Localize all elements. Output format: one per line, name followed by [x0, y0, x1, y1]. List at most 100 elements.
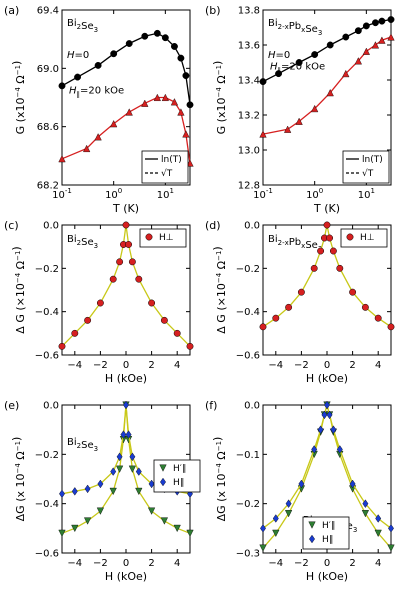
data-point [388, 524, 394, 533]
panel-label: (b) [205, 4, 221, 17]
data-point [123, 400, 129, 410]
y-tick-label: 13.8 [238, 6, 260, 17]
x-axis-label: H (kOe) [306, 372, 348, 385]
data-point [311, 445, 318, 454]
panel-5: −4 −2 0 2 4 −0.6 −0.4 −0.2 0.0 H (kOe) ΔG (x 10−4 … [4, 399, 201, 583]
data-point [59, 489, 65, 499]
data-point [272, 529, 280, 538]
data-point [84, 484, 91, 494]
data-point [336, 445, 343, 454]
plot-frame [61, 9, 191, 186]
legend-label: H∥ [173, 478, 184, 488]
y-tick-label: −0.2 [236, 264, 260, 275]
y-tick-label: 69.0 [37, 64, 59, 75]
x-tick-label: 2 [349, 558, 355, 569]
data-point [170, 98, 179, 106]
legend-label: H′∥ [322, 521, 335, 531]
x-tick-label: −2 [294, 360, 309, 371]
data-point [324, 400, 330, 410]
data-point [148, 479, 155, 489]
y-tick-label: 0.0 [244, 221, 260, 232]
panel-4: −4 −2 0 2 4 −0.6 −0.4 −0.2 0.0 H (kOe) Δ G (×10−4 … [205, 219, 395, 385]
data-point [141, 99, 149, 107]
material-label: Bi2Se3 [67, 437, 98, 453]
x-tick-label: −4 [268, 558, 283, 569]
y-axis-label: ΔG (x 10−4 Ω−1) [211, 437, 228, 522]
data-point [161, 93, 169, 102]
x-tick-label: 2 [148, 360, 154, 371]
y-tick-label: 13.4 [238, 76, 260, 87]
data-point [129, 452, 136, 462]
data-point [311, 51, 319, 58]
legend-marker [145, 233, 153, 241]
x-tick-label: 0 [324, 360, 330, 371]
data-point [83, 517, 92, 525]
data-point [374, 314, 382, 322]
data-point [182, 130, 190, 138]
data-point [375, 514, 382, 523]
data-point [96, 299, 104, 307]
data-point [58, 529, 66, 538]
x-axis-label: T (K) [313, 202, 340, 215]
x-tick-label: 2 [349, 360, 355, 371]
data-point [153, 29, 161, 37]
data-point [387, 323, 395, 331]
data-point [110, 50, 118, 58]
data-point [122, 221, 130, 229]
legend-marker [309, 534, 315, 544]
data-point [362, 47, 370, 55]
data-point [109, 275, 117, 283]
x-tick-label: −4 [268, 360, 283, 371]
legend-label: √T [362, 168, 374, 179]
data-point [125, 430, 132, 439]
series-name-label: H=0 [67, 50, 89, 61]
data-point [83, 144, 91, 153]
y-tick-label: 13.6 [238, 41, 260, 52]
data-point [298, 479, 305, 489]
data-point [116, 258, 124, 266]
data-point [160, 316, 168, 324]
data-point [128, 258, 136, 266]
data-point [125, 40, 133, 47]
series-line [262, 402, 392, 529]
data-point [285, 303, 293, 311]
y-tick-label: −0.2 [35, 450, 59, 461]
x-tick-label: 2 [148, 558, 154, 569]
data-point [354, 57, 362, 65]
data-point [354, 27, 362, 35]
data-point [295, 59, 303, 66]
data-point [186, 529, 194, 538]
x-tick-label: 100 [105, 187, 122, 201]
data-point [349, 288, 357, 296]
legend: H′∥ H∥ [153, 459, 201, 493]
data-point [71, 487, 78, 496]
x-tick-label: 0 [123, 360, 129, 371]
data-point [94, 133, 102, 141]
data-point [361, 303, 369, 311]
data-point [342, 69, 350, 78]
data-point [186, 101, 194, 109]
panel-6: −4 −2 0 2 4 −0.3 −0.2 −0.1 0.0 H (kOe) ΔG (x 10−4 … [205, 399, 395, 583]
data-point [326, 234, 334, 242]
legend-label: ln(T) [362, 155, 383, 165]
data-point [125, 108, 133, 116]
legend-label: H⊥ [360, 233, 375, 243]
data-point [58, 155, 66, 163]
legend-label: H⊥ [159, 233, 174, 243]
y-tick-label: 12.8 [238, 181, 260, 192]
data-point [135, 275, 143, 283]
data-point [311, 104, 319, 113]
data-point [329, 247, 337, 255]
data-point [58, 342, 66, 350]
y-tick-label: −0.4 [236, 307, 260, 318]
data-point [371, 41, 380, 49]
data-point [362, 22, 370, 30]
legend-marker [159, 464, 167, 472]
y-tick-label: 69.4 [37, 6, 59, 17]
x-axis-label: H (kOe) [105, 372, 147, 385]
data-point [84, 316, 92, 324]
y-tick-label: 13.0 [238, 146, 260, 157]
y-axis-label: Δ G (×10−4 Ω−1) [10, 246, 27, 333]
x-tick-label: 100 [306, 187, 323, 201]
